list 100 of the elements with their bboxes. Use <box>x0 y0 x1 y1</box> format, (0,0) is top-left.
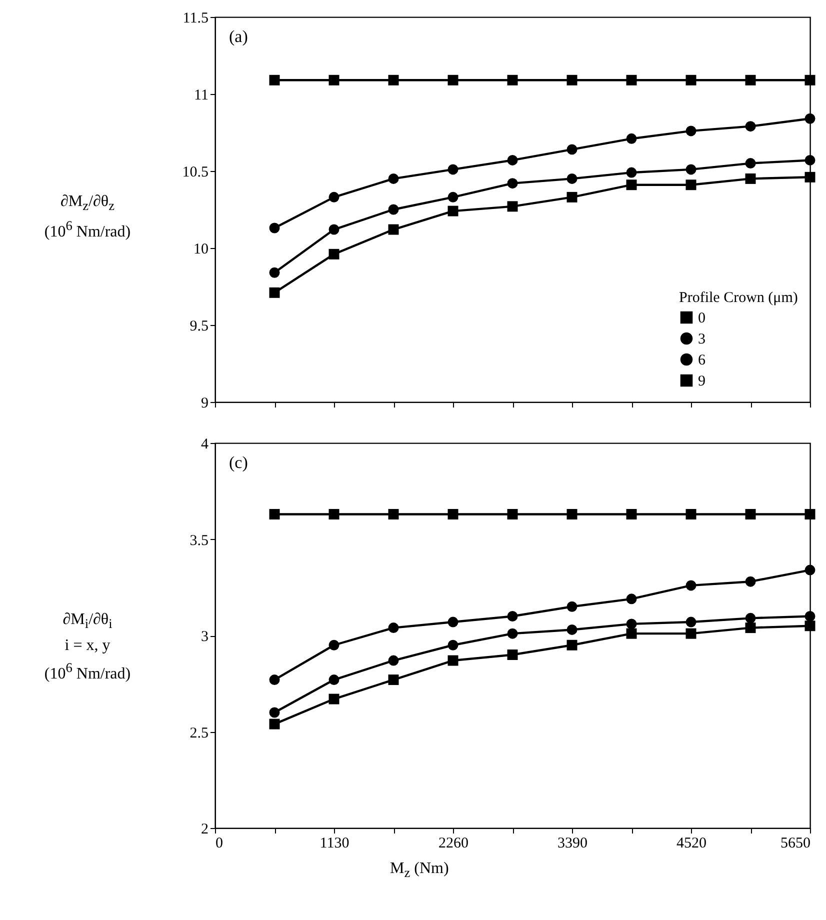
point <box>269 267 280 278</box>
point <box>745 173 756 184</box>
point <box>686 616 696 628</box>
point <box>626 508 637 520</box>
point <box>686 164 696 175</box>
y-tick-label: 2.5 <box>190 725 208 742</box>
y-tick-label: 3.5 <box>190 532 208 549</box>
y-axis-title: ∂M$_{i}$/∂θ$_{i}$ i = x, y (10$^{6}$ Nm/rad) <box>43 610 132 684</box>
point <box>626 618 637 630</box>
point <box>269 508 280 520</box>
point <box>566 640 578 650</box>
x-tick-label: 4520 <box>676 836 706 852</box>
point <box>626 594 637 604</box>
legend-title: Profile Crown (μm) <box>679 290 798 306</box>
point <box>328 248 340 260</box>
point <box>388 204 399 215</box>
point <box>269 674 280 686</box>
x-tick-label: 5650 <box>780 836 810 852</box>
point <box>566 624 578 635</box>
point <box>566 508 578 520</box>
point <box>388 622 399 634</box>
y-tick-label: 9.5 <box>190 318 208 334</box>
point <box>804 508 816 520</box>
legend-label: 0 <box>698 310 706 326</box>
point <box>745 121 756 132</box>
point <box>745 576 756 587</box>
point <box>388 173 399 184</box>
point <box>626 628 637 639</box>
x-axis-title: M$_{z}$ (Nm) <box>390 860 450 882</box>
point <box>448 192 458 202</box>
point <box>448 164 458 175</box>
point <box>566 601 578 612</box>
x-tick-label: 1130 <box>320 836 350 852</box>
point <box>269 287 280 298</box>
point <box>566 173 578 184</box>
y-tick-label: 10 <box>194 242 208 258</box>
point <box>626 74 637 86</box>
point <box>328 674 340 686</box>
point <box>686 74 696 86</box>
point <box>804 611 816 622</box>
point <box>388 74 399 86</box>
point <box>686 180 696 190</box>
annotation: (a) <box>229 27 248 46</box>
y-tick-label: 11 <box>194 88 208 104</box>
legend-label: 3 <box>698 332 706 348</box>
point <box>507 201 518 212</box>
point <box>448 508 458 520</box>
point <box>745 74 756 86</box>
point <box>269 718 280 730</box>
point <box>328 192 340 202</box>
point <box>328 508 340 520</box>
legend-label: 9 <box>698 374 706 390</box>
point <box>804 154 816 166</box>
point <box>507 178 518 189</box>
point <box>507 611 518 622</box>
point <box>448 74 458 86</box>
point <box>507 650 518 660</box>
point <box>566 144 578 155</box>
annotation: (c) <box>229 453 248 472</box>
point <box>507 74 518 86</box>
y-tick-label: 10.5 <box>182 164 208 180</box>
point <box>448 640 458 650</box>
point <box>328 74 340 86</box>
x-tick-label: 0 <box>216 836 223 852</box>
y-tick-label: 4 <box>201 436 209 452</box>
y-tick-label: 2 <box>201 822 208 838</box>
point <box>804 74 816 86</box>
point <box>686 580 696 591</box>
legend-label: 6 <box>698 352 706 368</box>
point <box>745 158 756 169</box>
point <box>507 154 518 166</box>
point <box>804 564 816 576</box>
y-tick-label: 3 <box>201 629 208 645</box>
point <box>804 620 816 632</box>
point <box>626 180 637 190</box>
point <box>328 694 340 704</box>
point <box>388 508 399 520</box>
point <box>269 707 280 718</box>
point <box>388 674 399 686</box>
point <box>686 508 696 520</box>
point <box>566 74 578 86</box>
x-tick-label: 2260 <box>438 836 468 852</box>
point <box>686 628 696 639</box>
point <box>448 616 458 628</box>
point <box>448 655 458 666</box>
x-tick-label: 3390 <box>558 836 588 852</box>
point <box>507 628 518 639</box>
point <box>328 224 340 235</box>
point <box>626 133 637 144</box>
point <box>686 126 696 136</box>
point <box>745 612 756 624</box>
point <box>804 172 816 182</box>
point <box>626 167 637 178</box>
y-tick-label: 11.5 <box>182 10 208 26</box>
point <box>804 113 816 124</box>
point <box>507 508 518 520</box>
point <box>269 74 280 86</box>
point <box>448 206 458 216</box>
point <box>388 224 399 235</box>
text: ∂M$_{z}$/∂θ$_{z}$ (10$^{6}$ Nm/rad) <box>44 192 131 240</box>
